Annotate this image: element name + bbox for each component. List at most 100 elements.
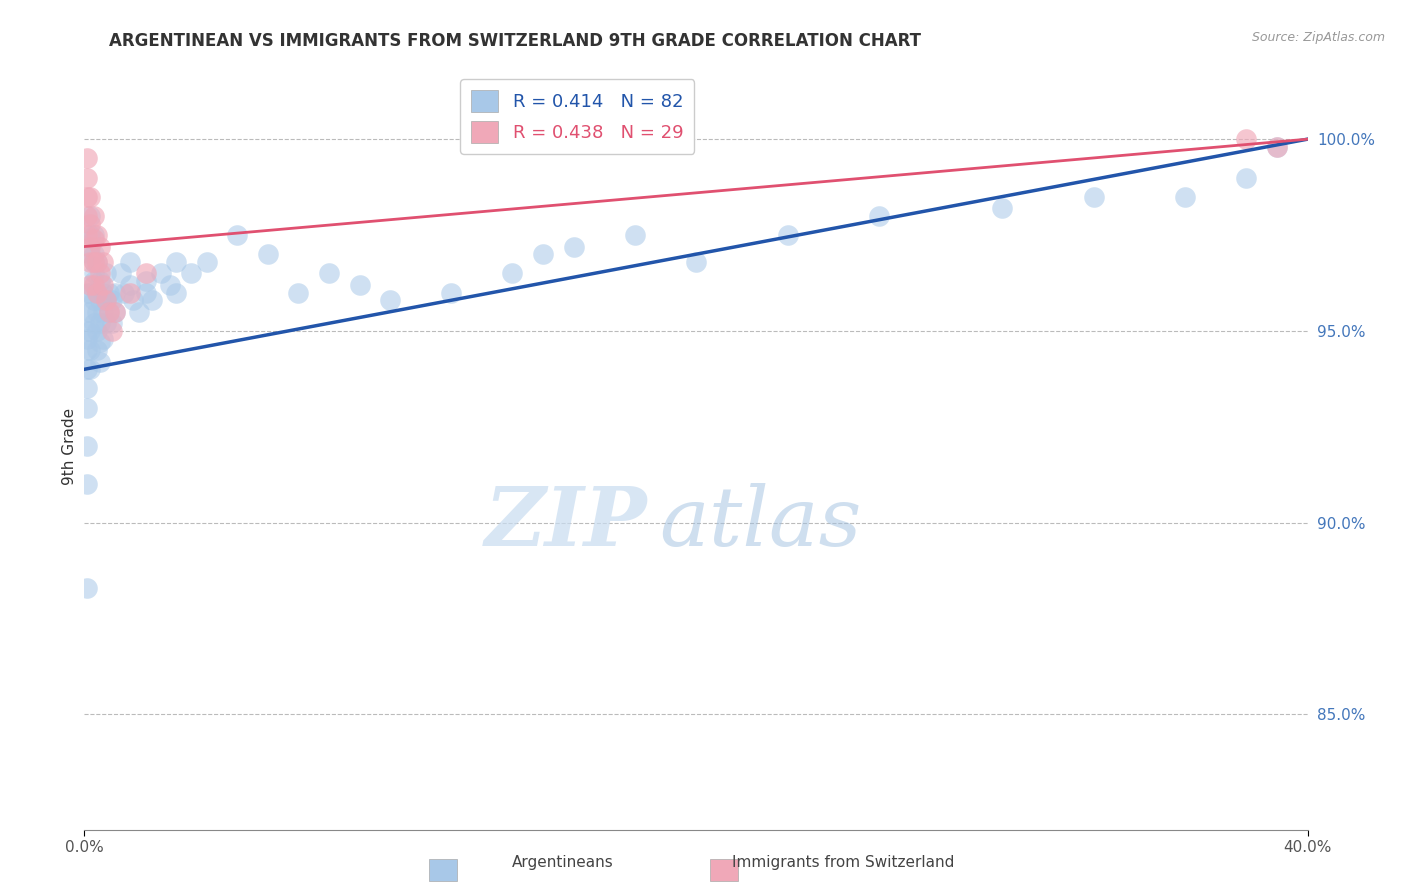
Point [89, 274, 111, 288]
Point [141, 293, 163, 308]
Point [135, 274, 157, 288]
Point [79, 285, 101, 300]
Point [104, 304, 127, 318]
Point [112, 285, 135, 300]
Point [104, 285, 127, 300]
Point [79, 247, 101, 261]
Point [76, 439, 98, 453]
Point [1236, 170, 1258, 185]
Point [79, 343, 101, 357]
Point [79, 189, 101, 203]
Point [159, 277, 181, 292]
Point [97, 304, 120, 318]
Point [226, 227, 249, 242]
Point [79, 209, 101, 223]
Point [79, 239, 101, 253]
Point [89, 266, 111, 280]
Text: ARGENTINEAN VS IMMIGRANTS FROM SWITZERLAND 9TH GRADE CORRELATION CHART: ARGENTINEAN VS IMMIGRANTS FROM SWITZERLA… [108, 32, 921, 50]
Text: Source: ZipAtlas.com: Source: ZipAtlas.com [1251, 31, 1385, 45]
Point [83, 232, 105, 246]
Point [531, 247, 554, 261]
Point [76, 362, 98, 376]
Point [79, 227, 101, 242]
Point [91, 304, 114, 318]
Point [97, 304, 120, 318]
Point [83, 274, 105, 288]
Point [83, 255, 105, 269]
Point [86, 227, 108, 242]
Point [76, 209, 98, 223]
Point [79, 255, 101, 269]
Point [101, 324, 124, 338]
Point [1174, 189, 1197, 203]
Point [624, 227, 647, 242]
Point [79, 277, 101, 292]
Point [83, 293, 105, 308]
Point [94, 266, 117, 280]
Point [79, 362, 101, 376]
Point [83, 227, 105, 242]
Text: Argentineans: Argentineans [512, 855, 613, 870]
Point [91, 285, 114, 300]
Point [101, 293, 124, 308]
Point [76, 343, 98, 357]
Point [89, 239, 111, 253]
Point [94, 293, 117, 308]
Y-axis label: 9th Grade: 9th Grade [62, 408, 77, 484]
Point [76, 401, 98, 415]
Point [94, 293, 117, 308]
Point [89, 293, 111, 308]
Point [287, 285, 309, 300]
Point [1236, 132, 1258, 146]
Point [91, 277, 114, 292]
Point [86, 255, 108, 269]
Point [76, 304, 98, 318]
Point [76, 381, 98, 395]
Point [83, 266, 105, 280]
Point [257, 247, 280, 261]
Point [79, 324, 101, 338]
Text: Immigrants from Switzerland: Immigrants from Switzerland [733, 855, 955, 870]
Point [120, 285, 142, 300]
Point [91, 255, 114, 269]
Point [89, 354, 111, 368]
Point [120, 277, 142, 292]
Point [1083, 189, 1105, 203]
Point [86, 324, 108, 338]
Point [122, 293, 145, 308]
Legend: R = 0.414   N = 82, R = 0.438   N = 29: R = 0.414 N = 82, R = 0.438 N = 29 [460, 79, 695, 154]
Text: ZIP: ZIP [485, 483, 647, 563]
Point [76, 285, 98, 300]
Point [1265, 140, 1288, 154]
Point [104, 304, 127, 318]
Point [91, 332, 114, 346]
Point [135, 266, 157, 280]
Point [869, 209, 891, 223]
Point [991, 201, 1014, 215]
Point [83, 316, 105, 330]
Point [562, 239, 585, 253]
Point [86, 255, 108, 269]
Point [83, 247, 105, 261]
Point [86, 304, 108, 318]
Point [165, 255, 187, 269]
Point [76, 151, 98, 165]
Point [685, 255, 707, 269]
Point [79, 304, 101, 318]
Point [349, 277, 371, 292]
Point [86, 285, 108, 300]
Point [86, 285, 108, 300]
Point [110, 266, 132, 280]
Point [89, 316, 111, 330]
Point [83, 277, 105, 292]
Point [776, 227, 799, 242]
Point [180, 266, 202, 280]
Point [165, 285, 187, 300]
Point [440, 285, 463, 300]
Point [86, 343, 108, 357]
Point [83, 209, 105, 223]
Point [149, 266, 172, 280]
Point [79, 217, 101, 231]
Point [97, 285, 120, 300]
Point [135, 285, 157, 300]
